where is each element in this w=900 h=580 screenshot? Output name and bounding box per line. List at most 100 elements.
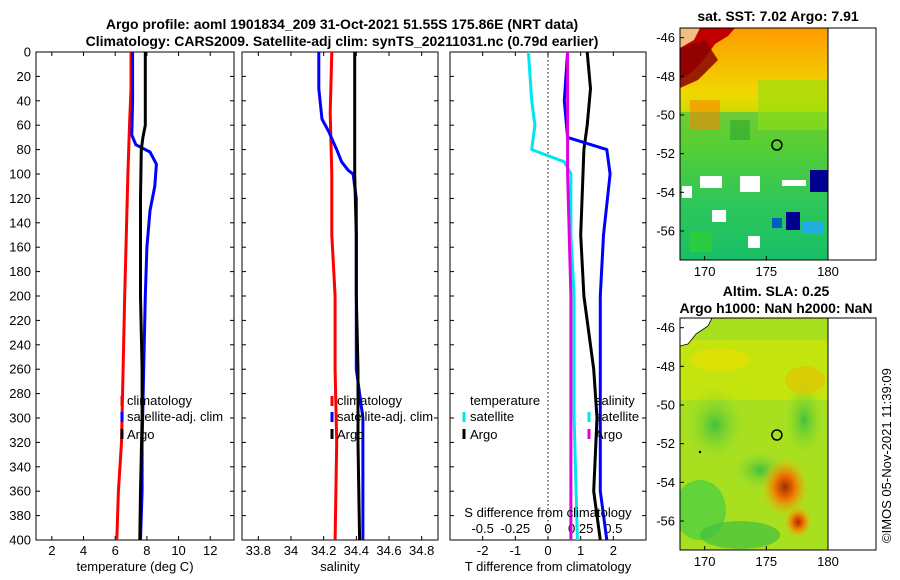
lat-tick-label: -54 [656,185,675,200]
figure-title-line1: Argo profile: aoml 1901834_209 31-Oct-20… [106,16,578,32]
sst-map-image [680,28,828,260]
sla-map-title-line2: Argo h1000: NaN h2000: NaN [680,300,873,316]
imos-timestamp: ©IMOS 05-Nov-2021 11:39:09 [879,368,894,543]
y-tick-label: 380 [9,508,31,523]
figure-title-line2: Climatology: CARS2009. Satellite-adj cli… [86,33,599,49]
salinity-legend: climatology satellite-adj. clim Argo [330,393,433,442]
lon-tick-label: 180 [817,264,839,279]
y-tick-label: 220 [9,313,31,328]
argo-location-marker [771,429,783,441]
lon-tick-label: 170 [694,264,716,279]
lat-tick-label: -46 [656,320,675,335]
x-tick-label: 2 [610,543,617,558]
temperature-axes-box [35,51,235,541]
x-tick-label: 6 [112,543,119,558]
x-tick-label: 12 [203,543,217,558]
series-line-t-argo [579,51,602,541]
y-tick-label: 0 [24,45,31,60]
x-tick-label: 34.6 [376,543,401,558]
t-difference-xlabel: T difference from climatology [465,559,632,574]
lon-tick-label: 170 [694,554,716,569]
x-tick-label: 34.4 [344,543,369,558]
temperature-legend: climatology satellite-adj. clim Argo [120,393,223,442]
x-tick-label: 8 [143,543,150,558]
legend-label-argo: Argo [127,427,154,442]
y-tick-label: 80 [17,142,31,157]
x-tick-label: -1 [510,543,522,558]
x-tick-label: 4 [80,543,87,558]
y-tick-label: 120 [9,191,31,206]
y-tick-label: 360 [9,484,31,499]
lon-tick-label: 175 [755,264,777,279]
sst-map-extent [827,27,877,261]
lat-tick-label: -50 [656,398,675,413]
x-tick-label: 1 [577,543,584,558]
t-difference-axis-ticks: -2 -1 0 1 2 [477,52,617,558]
legend-label-climatology: climatology [127,393,193,408]
y-tick-label: 160 [9,240,31,255]
sla-map-image [680,318,828,550]
sst-map-title: sat. SST: 7.02 Argo: 7.91 [697,8,859,24]
lat-tick-label: -46 [656,30,675,45]
legend-label-s-argo: Argo [595,427,622,442]
s-difference-label: S difference from climatology [464,505,632,520]
lat-tick-label: -48 [656,359,675,374]
legend-label-t-argo: Argo [470,427,497,442]
sst-map: sat. SST: 7.02 Argo: 7.91 -46 -48 -50 -52 -5… [656,8,877,279]
lat-tick-label: -52 [656,436,675,451]
salinity-xlabel: salinity [320,559,360,574]
lon-tick-label: 175 [755,554,777,569]
difference-depth-ticks [450,51,646,541]
y-tick-label: 240 [9,337,31,352]
y-tick-label: 400 [9,533,31,548]
y-tick-label: 320 [9,435,31,450]
sst-map-ticks: -46 -48 -50 -52 -54 -56 170 175 180 [656,30,839,279]
legend-title-salinity: salinity [595,393,635,408]
depth-axis-ticks: 0 20 40 60 80 100 120 140 160 180 200 220 240 260 280 3… [9,45,234,548]
y-tick-label: 40 [17,93,31,108]
x-tick-label: 2 [48,543,55,558]
series-line-climatology [328,51,339,541]
temperature-xlabel: temperature (deg C) [76,559,193,574]
legend-label-argo: Argo [337,427,364,442]
lat-tick-label: -54 [656,475,675,490]
series-line-argo [138,52,147,541]
sla-map-ticks: -46 -48 -50 -52 -54 -56 170 175 180 [656,320,839,569]
temperature-series [115,52,158,541]
legend-label-satellite: satellite-adj. clim [337,409,433,424]
legend-title-temperature: temperature [470,393,540,408]
x-tick-label: 34.2 [311,543,336,558]
salinity-depth-ticks [242,51,438,541]
y-tick-label: 140 [9,215,31,230]
legend-label-s-satellite: satellite [595,409,639,424]
y-tick-label: 20 [17,69,31,84]
lat-tick-label: -50 [656,108,675,123]
s-tick-label: -0.5 [471,521,493,536]
x-tick-label: 34 [284,543,298,558]
salinity-axes-box [241,51,439,541]
s-tick-label: 0.25 [568,521,593,536]
sla-map-extent [827,317,877,551]
series-line-s-satellite [562,51,612,541]
s-tick-label: -0.25 [501,521,531,536]
salinity-series [317,51,365,541]
lat-tick-label: -48 [656,69,675,84]
x-tick-label: 34.8 [409,543,434,558]
legend-label-t-satellite: satellite [470,409,514,424]
argo-location-marker [771,139,783,151]
difference-profile-chart: -2 -1 0 1 2 -0.5 -0.25 0 0.25 0.5 S difference f… [449,51,647,574]
salinity-profile-chart: 33.8 34 34.2 34.4 34.6 34.8 salinity climatol… [241,51,439,574]
y-tick-label: 260 [9,362,31,377]
series-line-satellite-adj-clim [317,52,365,540]
series-line-s-argo [566,52,573,540]
y-tick-label: 280 [9,386,31,401]
temperature-axis-ticks: 2 4 6 8 10 12 [48,52,217,558]
y-tick-label: 340 [9,459,31,474]
y-tick-label: 100 [9,167,31,182]
series-line-climatology [115,52,133,541]
legend-label-climatology: climatology [337,393,403,408]
y-tick-label: 200 [9,289,31,304]
lat-tick-label: -56 [656,514,675,529]
lon-tick-label: 180 [817,554,839,569]
